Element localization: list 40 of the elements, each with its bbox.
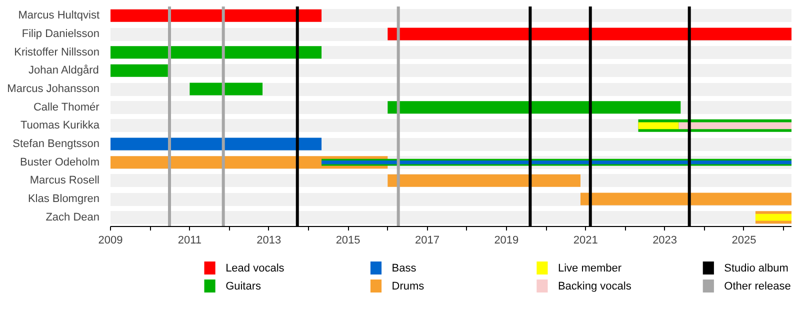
legend-label: Live member (558, 262, 622, 274)
bar (110, 9, 322, 22)
y-tick-label: Calle Thomér (33, 101, 100, 114)
y-tick-label: Kristoffer Nillsson (14, 46, 100, 58)
bar (388, 101, 681, 114)
legend-label: Other release (724, 280, 791, 292)
x-tick-label: 2015 (336, 234, 360, 246)
y-tick-label: Marcus Rosell (30, 174, 100, 187)
x-tick-label: 2011 (178, 234, 202, 246)
x-tick-label: 2019 (494, 234, 519, 246)
bar (110, 64, 168, 77)
bar (580, 192, 792, 206)
legend-label: Lead vocals (226, 262, 285, 274)
x-tick-label: 2021 (573, 234, 598, 246)
legend-label: Drums (392, 280, 425, 292)
legend-label: Studio album (724, 262, 788, 274)
x-tick-label: 2023 (652, 234, 678, 246)
y-tick-label: Buster Odeholm (20, 156, 100, 168)
bar (678, 122, 792, 130)
bar (388, 28, 792, 40)
bar (110, 46, 322, 59)
y-tick-label: Marcus Johansson (7, 83, 100, 95)
bar (190, 82, 263, 96)
y-tick-label: Filip Danielsson (22, 28, 100, 40)
y-tick-label: Marcus Hultqvist (18, 10, 100, 22)
legend-label: Guitars (226, 280, 262, 292)
x-tick-label: 2013 (256, 234, 282, 246)
y-tick-label: Stefan Bengtsson (12, 138, 100, 150)
legend-label: Backing vocals (558, 280, 632, 292)
y-tick-label: Zach Dean (46, 211, 100, 224)
y-tick-label: Johan Aldgård (28, 64, 99, 77)
bar (755, 214, 792, 221)
bar (388, 174, 580, 187)
bar (638, 122, 679, 130)
legend-label: Bass (392, 262, 417, 274)
x-tick-label: 2017 (415, 234, 440, 246)
x-tick-label: 2009 (98, 234, 123, 246)
x-tick-label: 2025 (732, 234, 756, 246)
y-tick-label: Klas Blomgren (28, 193, 100, 205)
y-tick-label: Tuomas Kurikka (20, 120, 100, 132)
